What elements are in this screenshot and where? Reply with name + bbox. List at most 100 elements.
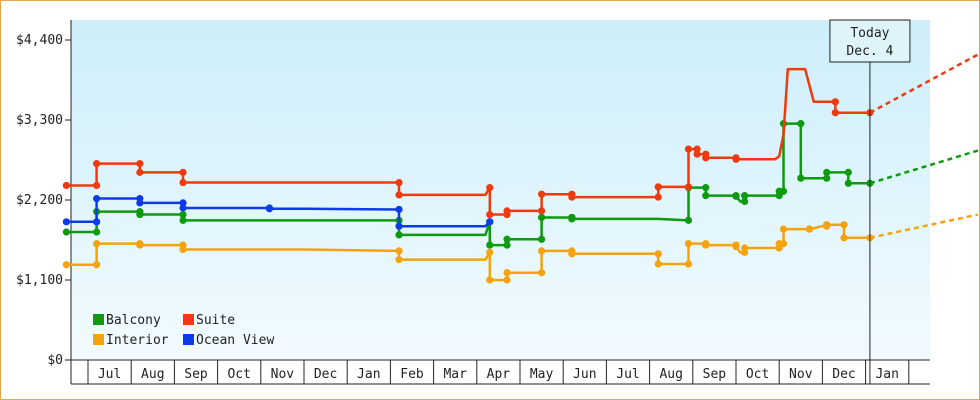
data-point-suite bbox=[136, 168, 144, 176]
data-point-suite bbox=[654, 183, 662, 191]
data-point-ocean-view bbox=[486, 218, 494, 226]
month-label: Nov bbox=[789, 367, 813, 382]
data-point-ocean-view bbox=[265, 205, 274, 213]
data-point-interior bbox=[732, 242, 740, 251]
data-point-ocean-view bbox=[93, 218, 101, 226]
legend-label-interior: Interior bbox=[106, 333, 169, 348]
data-point-ocean-view bbox=[179, 204, 187, 212]
data-point-suite bbox=[62, 181, 70, 190]
data-point-suite bbox=[693, 145, 701, 153]
data-point-suite bbox=[93, 160, 101, 168]
data-point-suite bbox=[395, 191, 403, 199]
plot-area bbox=[71, 20, 930, 360]
data-point-balcony bbox=[779, 187, 788, 195]
y-tick-label: $4,400 bbox=[16, 33, 63, 48]
data-point-suite bbox=[568, 193, 576, 201]
data-point-balcony bbox=[538, 235, 546, 243]
data-point-balcony bbox=[797, 120, 805, 128]
projection-line-interior bbox=[869, 213, 979, 240]
data-point-balcony bbox=[732, 192, 740, 200]
data-point-suite bbox=[654, 193, 662, 201]
month-label: Jun bbox=[573, 367, 596, 382]
data-point-suite bbox=[702, 154, 710, 162]
y-axis: $0 $1,100 $2,200 $3,300 $4,400 bbox=[16, 20, 72, 368]
month-label: Jan bbox=[357, 367, 380, 382]
data-point-interior bbox=[823, 221, 831, 229]
month-label: Oct bbox=[746, 367, 769, 382]
month-label: Feb bbox=[400, 367, 424, 382]
data-point-interior bbox=[568, 250, 576, 258]
data-point-balcony bbox=[93, 228, 101, 236]
data-point-interior bbox=[840, 234, 848, 242]
data-point-interior bbox=[62, 261, 70, 269]
data-point-suite bbox=[486, 184, 494, 192]
y-tick-label: $2,200 bbox=[16, 193, 63, 208]
y-tick-label: $0 bbox=[47, 353, 63, 368]
data-point-interior bbox=[840, 221, 848, 229]
data-point-interior bbox=[136, 241, 144, 249]
data-point-interior bbox=[93, 240, 101, 248]
legend-swatch-suite bbox=[183, 314, 194, 325]
series-line-balcony bbox=[66, 122, 870, 247]
data-point-interior bbox=[538, 247, 546, 255]
month-label: Jul bbox=[98, 367, 121, 382]
data-point-interior bbox=[779, 225, 788, 233]
month-label: Dec bbox=[314, 367, 337, 382]
data-point-suite bbox=[93, 181, 101, 190]
data-point-balcony bbox=[179, 216, 187, 224]
today-date: Dec. 4 bbox=[846, 44, 893, 59]
data-point-interior bbox=[538, 269, 546, 277]
data-point-interior bbox=[684, 260, 693, 268]
data-point-interior bbox=[684, 240, 693, 248]
data-point-interior bbox=[179, 245, 187, 254]
legend-label-balcony: Balcony bbox=[106, 313, 161, 328]
data-point-suite bbox=[831, 109, 839, 117]
data-point-ocean-view bbox=[93, 194, 101, 203]
y-tick-label: $1,100 bbox=[16, 273, 63, 288]
series-layer bbox=[62, 53, 979, 284]
data-point-balcony bbox=[62, 228, 70, 236]
month-label: Oct bbox=[227, 367, 250, 382]
data-point-suite bbox=[538, 207, 546, 215]
data-point-suite bbox=[693, 150, 701, 158]
data-point-interior bbox=[741, 244, 749, 252]
data-point-balcony bbox=[823, 174, 831, 182]
data-point-ocean-view bbox=[62, 218, 70, 226]
month-label: Jan bbox=[875, 367, 898, 382]
data-point-interior bbox=[486, 248, 494, 256]
data-point-balcony bbox=[395, 231, 403, 239]
data-point-balcony bbox=[503, 241, 511, 249]
data-point-balcony bbox=[568, 215, 576, 223]
data-point-suite bbox=[179, 178, 187, 187]
legend-swatch-interior bbox=[93, 334, 104, 345]
today-callout bbox=[829, 19, 911, 63]
data-point-balcony bbox=[503, 235, 511, 243]
month-label: Dec bbox=[832, 367, 855, 382]
data-point-interior bbox=[93, 261, 101, 269]
legend-label-ocean-view: Ocean View bbox=[196, 333, 274, 348]
data-point-ocean-view bbox=[395, 222, 403, 230]
month-label: Sep bbox=[703, 367, 727, 382]
data-point-balcony bbox=[844, 168, 852, 176]
data-point-suite bbox=[395, 178, 403, 187]
month-label: Apr bbox=[487, 367, 511, 382]
legend-swatch-balcony bbox=[93, 314, 104, 325]
data-point-balcony bbox=[823, 168, 831, 176]
data-point-suite bbox=[179, 168, 187, 176]
data-point-suite bbox=[831, 98, 839, 106]
data-point-interior bbox=[805, 225, 814, 233]
data-point-suite bbox=[486, 210, 494, 219]
data-point-balcony bbox=[797, 174, 805, 182]
data-point-suite bbox=[684, 183, 693, 191]
y-tick-label: $3,300 bbox=[16, 113, 63, 128]
month-label: Sep bbox=[184, 367, 208, 382]
projection-line-suite bbox=[869, 53, 979, 114]
data-point-suite bbox=[503, 207, 511, 215]
data-point-balcony bbox=[741, 197, 749, 206]
data-point-balcony bbox=[741, 192, 749, 200]
data-point-balcony bbox=[702, 192, 710, 200]
x-axis: Jul Aug Sep Oct Nov Dec Jan Feb Mar Apr May Jun Jul A… bbox=[70, 359, 930, 385]
data-point-interior bbox=[779, 240, 788, 248]
month-label: Aug bbox=[659, 367, 682, 382]
